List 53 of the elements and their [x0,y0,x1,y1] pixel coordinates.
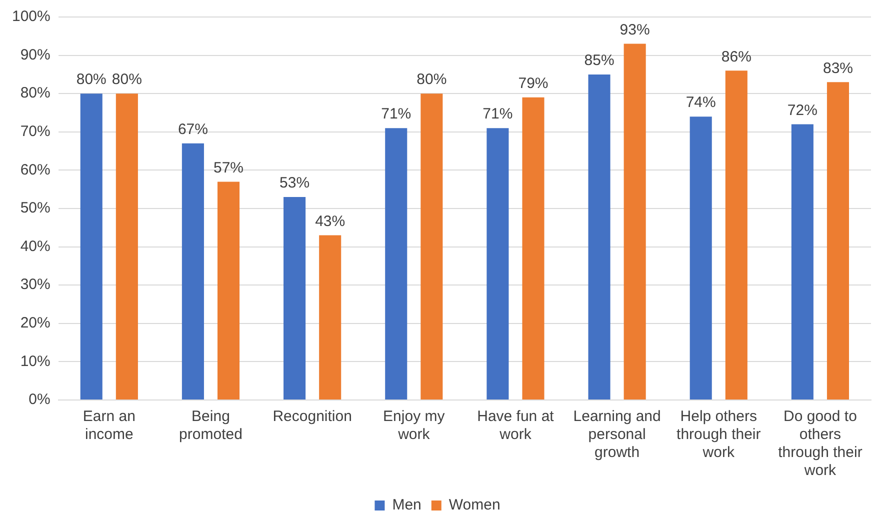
bar [284,197,306,400]
data-label: 57% [213,159,244,176]
bar [725,70,748,400]
bar [420,94,443,400]
bar [826,82,850,400]
y-tick-label: 70% [20,123,50,140]
data-label: 71% [482,106,513,123]
y-tick-label: 90% [20,46,50,64]
x-tick-label: Have fun at work [477,408,555,444]
bar [588,74,610,400]
bar [80,94,102,400]
bar [217,182,240,400]
data-label: 67% [178,121,208,138]
data-label: 71% [381,106,412,123]
data-label: 72% [787,102,818,119]
x-tick-label: Recognition [272,408,352,426]
bar [116,94,138,400]
data-label: 83% [822,60,853,77]
y-tick-label: 80% [20,84,50,102]
legend-label: Women [448,496,500,514]
bar [690,116,712,400]
data-label: 85% [584,52,614,70]
data-label: 43% [315,212,346,230]
y-tick-label: 20% [20,314,50,332]
bar [624,44,646,400]
data-label: 80% [76,71,106,88]
data-label: 53% [280,174,310,192]
y-tick-label: 40% [20,238,50,255]
bar [385,128,408,400]
data-label: 80% [112,71,142,88]
x-tick-label: Learning and personal growth [573,408,661,462]
legend-label: Men [392,496,422,514]
y-tick-label: 60% [20,161,50,178]
bar [486,128,509,400]
y-tick-label: 10% [20,352,50,370]
data-label: 86% [721,48,752,66]
x-tick-label: Being promoted [179,408,242,444]
bar [522,97,544,400]
y-tick-label: 50% [20,200,50,217]
bar [182,143,204,400]
y-tick-label: 100% [12,8,50,26]
bar [791,124,814,400]
data-label: 79% [518,75,548,92]
data-label: 74% [686,94,716,112]
y-tick-label: 30% [20,276,50,294]
x-tick-label: Help others through their work [676,408,761,462]
x-tick-label: Enjoy my work [383,408,446,444]
x-tick-label: Earn an income [82,408,136,444]
y-tick-label: 0% [28,391,50,408]
x-tick-label: Do good to others through their work [778,408,862,480]
bar [319,235,342,400]
data-label: 93% [620,21,650,38]
data-label: 80% [416,71,447,88]
